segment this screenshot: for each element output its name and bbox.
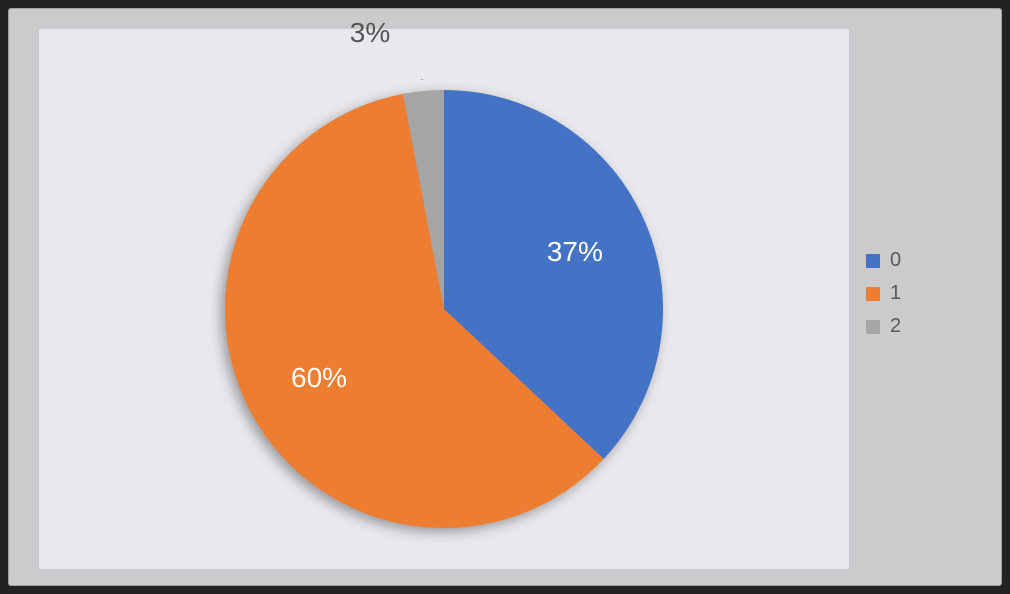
legend-label-0: 0 [890, 249, 901, 272]
legend-item-0: 0 [866, 249, 976, 272]
legend-item-2: 2 [866, 315, 976, 338]
legend-item-1: 1 [866, 282, 976, 305]
pie-wrap: 37%60%3% [214, 79, 674, 539]
legend-swatch-1 [866, 287, 880, 301]
chart-frame: 37%60%3% 0 1 2 [8, 8, 1002, 586]
slice-label-2: 3% [350, 17, 390, 49]
legend-label-2: 2 [890, 315, 901, 338]
legend-swatch-0 [866, 254, 880, 268]
legend-swatch-2 [866, 320, 880, 334]
plot-area: 37%60%3% [39, 29, 849, 569]
pie-chart [214, 79, 674, 539]
legend-label-1: 1 [890, 282, 901, 305]
legend: 0 1 2 [866, 239, 976, 348]
